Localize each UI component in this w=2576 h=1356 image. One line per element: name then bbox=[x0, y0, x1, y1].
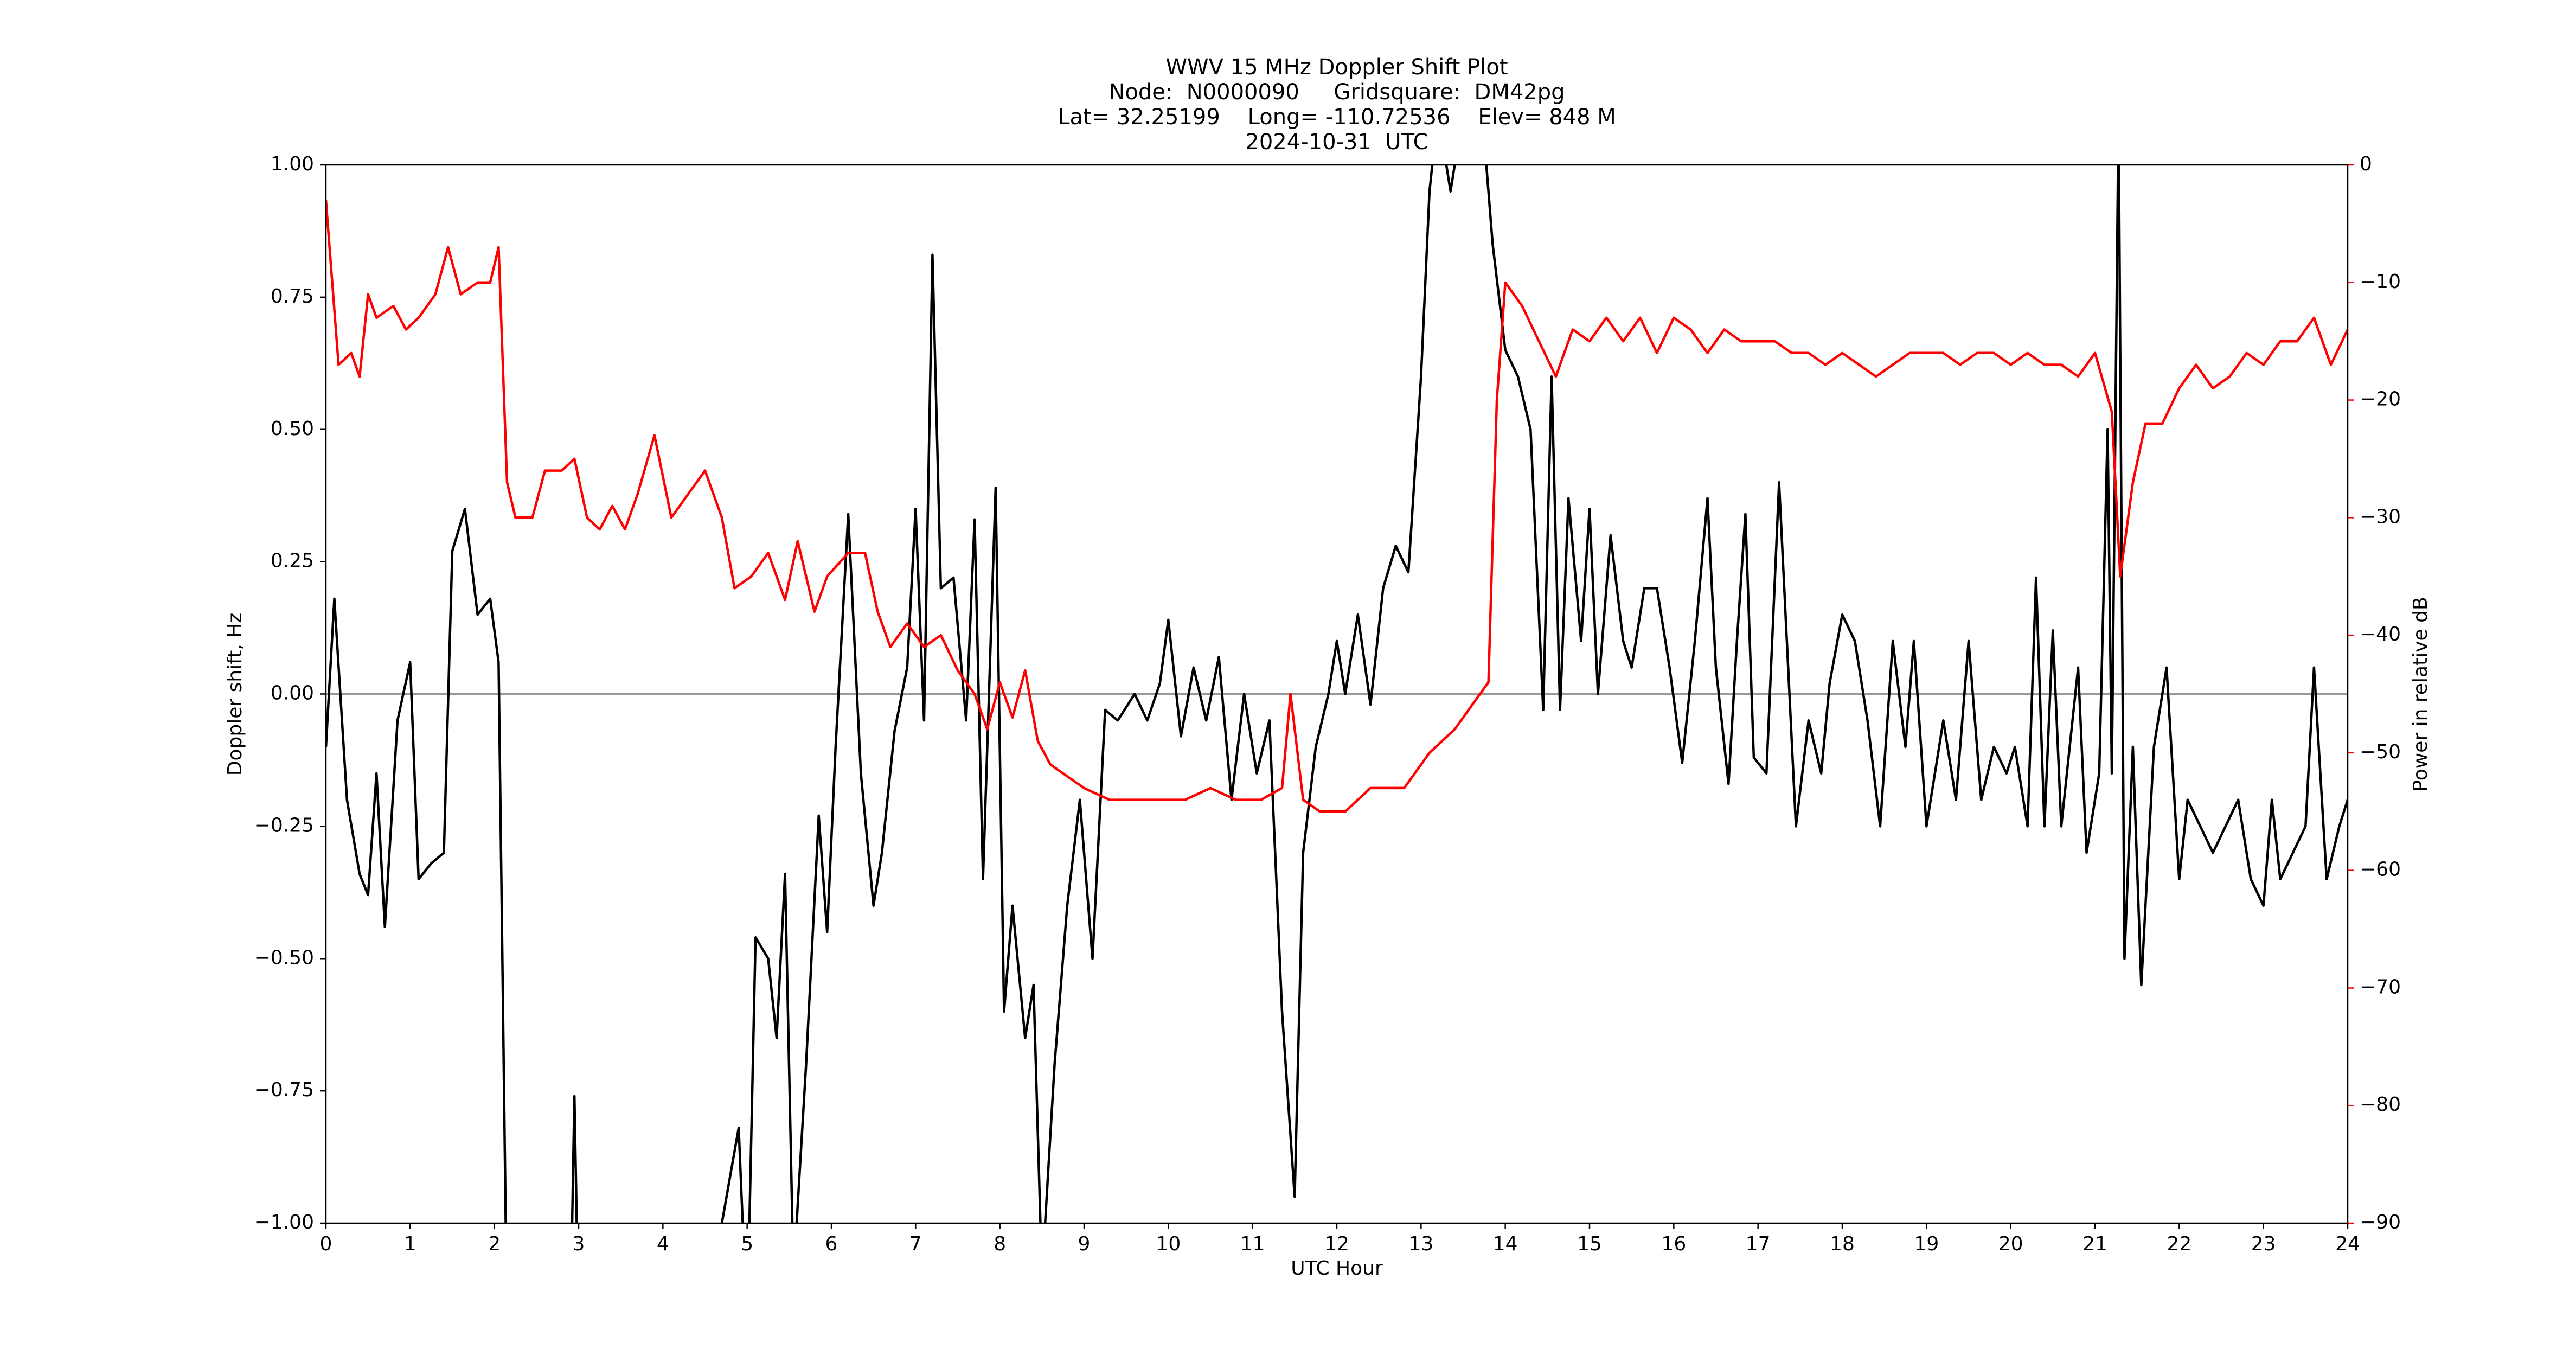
y2-tick-label: −70 bbox=[2360, 976, 2401, 998]
y-tick-label: 0.25 bbox=[271, 550, 314, 572]
x-tick-label: 1 bbox=[404, 1233, 416, 1255]
x-tick-label: 20 bbox=[1998, 1233, 2023, 1255]
y-tick-label: 0.75 bbox=[271, 285, 314, 308]
x-tick-label: 4 bbox=[657, 1233, 669, 1255]
x-tick-label: 0 bbox=[320, 1233, 332, 1255]
y2-tick-label: −60 bbox=[2360, 859, 2401, 881]
x-tick-label: 11 bbox=[1240, 1233, 1265, 1255]
x-tick-label: 14 bbox=[1493, 1233, 1518, 1255]
y-tick-label: 0.00 bbox=[271, 682, 314, 705]
y2-tick-label: −30 bbox=[2360, 506, 2401, 528]
x-tick-label: 2 bbox=[488, 1233, 501, 1255]
x-tick-label: 7 bbox=[909, 1233, 922, 1255]
y2-tick-label: −80 bbox=[2360, 1093, 2401, 1116]
chart-title: WWV 15 MHz Doppler Shift Plot bbox=[1165, 55, 1508, 80]
y2-tick-label: −10 bbox=[2360, 271, 2401, 293]
x-tick-label: 10 bbox=[1156, 1233, 1181, 1255]
y2-axis-label: Power in relative dB bbox=[2410, 597, 2432, 791]
y-tick-label: 1.00 bbox=[271, 153, 314, 175]
y-tick-label: −1.00 bbox=[254, 1211, 314, 1233]
chart-subtitle: Node: N0000090 Gridsquare: DM42pg bbox=[1108, 80, 1565, 105]
y2-tick-label: −50 bbox=[2360, 741, 2401, 763]
y2-tick-label: −40 bbox=[2360, 623, 2401, 645]
x-tick-label: 21 bbox=[2082, 1233, 2107, 1255]
series-line bbox=[326, 200, 2348, 813]
x-tick-label: 16 bbox=[1661, 1233, 1686, 1255]
y-axis-label: Doppler shift, Hz bbox=[224, 613, 246, 776]
y2-tick-label: 0 bbox=[2360, 153, 2372, 175]
x-tick-label: 15 bbox=[1577, 1233, 1602, 1255]
y2-tick-label: −20 bbox=[2360, 388, 2401, 411]
y-tick-label: −0.50 bbox=[254, 946, 314, 969]
y-tick-label: 0.50 bbox=[271, 418, 314, 440]
plot-frame bbox=[325, 164, 2349, 1224]
x-tick-label: 22 bbox=[2167, 1233, 2191, 1255]
x-tick-label: 9 bbox=[1078, 1233, 1091, 1255]
x-tick-label: 12 bbox=[1324, 1233, 1349, 1255]
x-tick-label: 3 bbox=[573, 1233, 585, 1255]
x-axis-label: UTC Hour bbox=[1291, 1257, 1383, 1280]
y-tick-label: −0.25 bbox=[254, 814, 314, 836]
x-tick-label: 17 bbox=[1746, 1233, 1771, 1255]
x-tick-label: 13 bbox=[1408, 1233, 1433, 1255]
series-line bbox=[326, 165, 2348, 1223]
x-tick-label: 23 bbox=[2251, 1233, 2276, 1255]
x-tick-label: 8 bbox=[994, 1233, 1006, 1255]
x-tick-label: 19 bbox=[1914, 1233, 1939, 1255]
x-tick-label: 5 bbox=[741, 1233, 753, 1255]
x-tick-label: 18 bbox=[1830, 1233, 1855, 1255]
chart-subtitle: Lat= 32.25199 Long= -110.72536 Elev= 848… bbox=[1058, 105, 1616, 130]
y2-tick-label: −90 bbox=[2360, 1211, 2401, 1233]
x-tick-label: 24 bbox=[2335, 1233, 2360, 1255]
x-tick-label: 6 bbox=[825, 1233, 838, 1255]
y-tick-label: −0.75 bbox=[254, 1079, 314, 1101]
chart-subtitle: 2024-10-31 UTC bbox=[1245, 130, 1428, 155]
